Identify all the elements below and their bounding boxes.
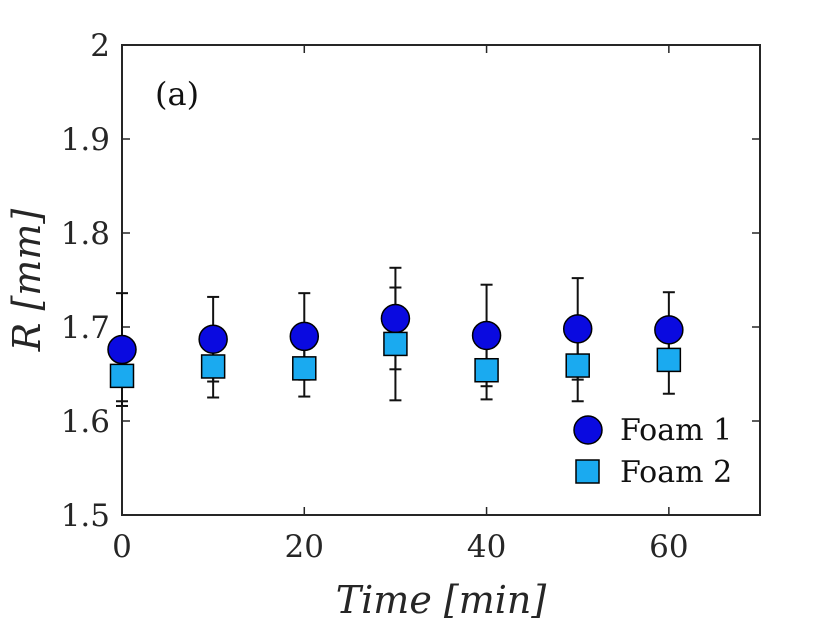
legend: Foam 1 Foam 2 [573,413,732,490]
x-tick-label: 20 [285,529,324,565]
y-tick-label: 1.8 [61,216,110,252]
data-point-foam-2 [200,354,226,379]
legend-marker-foam-1 [573,415,603,445]
x-tick-label: 40 [467,529,506,565]
y-tick-label: 1.7 [61,310,110,346]
y-tick-label: 1.9 [61,122,110,158]
data-point-foam-2 [109,363,135,389]
data-point-foam-1 [107,334,137,365]
data-point-foam-2 [656,347,682,373]
data-series [107,266,684,407]
panel-label: (a) [155,75,199,113]
data-point-foam-2 [383,331,408,357]
y-axis: 1.5 1.6 1.7 1.8 1.9 2 [61,28,760,534]
data-point-foam-1 [289,321,320,352]
y-tick-label: 1.6 [61,404,110,440]
y-tick-label: 2 [90,28,110,64]
data-point-foam-2 [474,357,499,383]
data-point-foam-2 [292,356,317,381]
x-axis: 0 20 40 60 [112,45,689,565]
legend-label-foam-2: Foam 2 [620,455,732,490]
x-axis-label: Time [min] [336,578,547,622]
data-point-foam-1 [562,314,593,344]
legend-marker-foam-2 [575,459,600,484]
data-point-foam-1 [198,324,228,354]
data-point-foam-1 [654,315,684,345]
data-point-foam-2 [565,353,590,378]
y-axis-label: R [mm] [5,209,49,353]
data-point-foam-1 [471,320,502,351]
x-tick-label: 60 [649,529,688,565]
y-tick-label: 1.5 [61,498,110,534]
legend-label-foam-1: Foam 1 [620,413,732,448]
plot-area [121,44,761,516]
data-point-foam-1 [380,303,411,334]
x-tick-label: 0 [112,529,132,565]
